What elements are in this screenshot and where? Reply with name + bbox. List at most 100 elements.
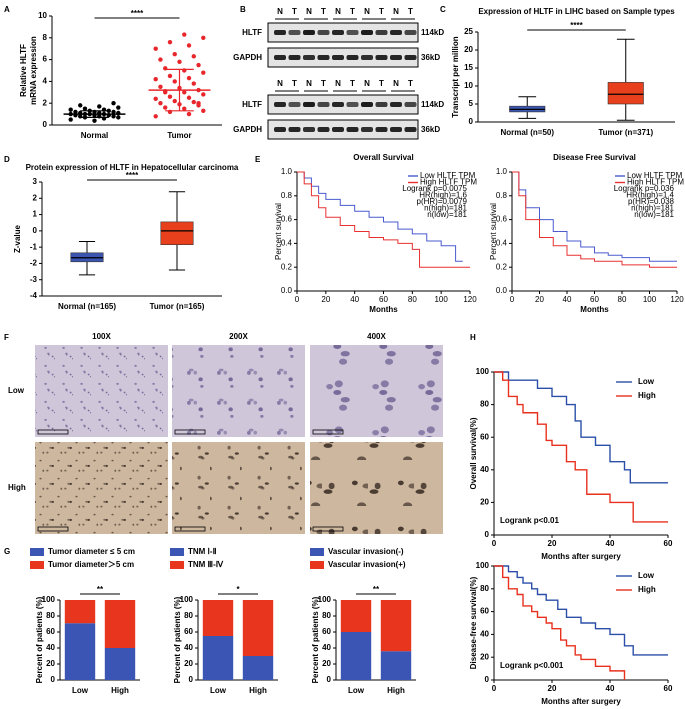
y-tick-label: 5 xyxy=(469,99,474,108)
data-point xyxy=(158,101,163,106)
blot-band xyxy=(361,102,373,107)
x-tick-label: 80 xyxy=(408,295,417,304)
blot-band xyxy=(346,127,359,132)
blot-band xyxy=(390,127,402,132)
lane-label: T xyxy=(408,79,413,88)
data-point xyxy=(153,77,158,82)
legend-swatch xyxy=(30,548,44,556)
x-tick-label: High xyxy=(387,686,405,695)
lane-label: T xyxy=(379,7,384,16)
legend-label: TNM Ⅲ-Ⅳ xyxy=(188,560,224,569)
y-axis-label: Overall survival(%) xyxy=(469,417,478,489)
x-tick-label: 60 xyxy=(664,539,673,548)
y-tick-label: 2 xyxy=(33,193,38,202)
y-tick-label: 60 xyxy=(322,627,331,636)
bar-segment xyxy=(380,600,412,652)
legend-label: Vascular invasion(-) xyxy=(328,547,404,556)
x-tick-label: High xyxy=(111,686,129,695)
annotation: Logrank p=0.036 xyxy=(614,184,675,193)
legend-label: Vascular invasion(+) xyxy=(328,560,406,569)
y-tick-label: 0 xyxy=(51,675,56,684)
x-tick-label: Tumor xyxy=(167,131,191,140)
data-point xyxy=(163,90,168,95)
blot-band xyxy=(375,102,388,107)
y-tick-label: 0.8 xyxy=(281,191,293,200)
data-point xyxy=(182,32,187,37)
bar-segment xyxy=(104,600,136,648)
data-point xyxy=(111,109,116,115)
y-tick-label: 1.0 xyxy=(496,167,508,176)
row-label: Low xyxy=(8,386,25,395)
bar-segment xyxy=(104,648,136,680)
y-tick-label: -1 xyxy=(30,242,38,251)
x-tick-label: 40 xyxy=(350,295,359,304)
legend-swatch xyxy=(170,561,184,569)
column-label: 100X xyxy=(92,332,111,341)
data-point xyxy=(191,54,196,59)
blot-band xyxy=(317,55,330,60)
data-point xyxy=(153,46,158,51)
panel-label: H xyxy=(470,333,476,342)
significance-label: **** xyxy=(126,171,139,180)
y-tick-label: 20 xyxy=(464,45,473,54)
annotation: p(HR)=0.0079 xyxy=(417,197,468,206)
legend-label: TNM Ⅰ-Ⅱ xyxy=(188,547,217,556)
lane-label: N xyxy=(277,7,283,16)
survival-curve xyxy=(494,565,626,680)
panel-label: F xyxy=(4,333,9,342)
data-point xyxy=(186,111,192,117)
x-tick-label: Tumor (n=165) xyxy=(150,302,205,311)
y-tick-label: 20 xyxy=(46,659,55,668)
lane-label: T xyxy=(321,79,326,88)
blot-band xyxy=(375,30,388,35)
bar-segment xyxy=(340,600,372,632)
y-tick-label: 60 xyxy=(480,432,489,441)
data-point xyxy=(172,98,177,104)
legend-label: High HLTF TPM xyxy=(627,178,684,187)
data-point xyxy=(182,90,187,95)
blot-band xyxy=(390,102,402,107)
data-point xyxy=(196,101,201,106)
x-tick-label: 0 xyxy=(510,295,515,304)
blot-band xyxy=(332,55,344,60)
x-tick-label: 20 xyxy=(535,295,544,304)
bar-segment xyxy=(242,656,274,680)
bar-segment xyxy=(202,600,234,636)
x-tick-label: Low xyxy=(72,686,89,695)
y-tick-label: 0 xyxy=(33,226,38,235)
data-point xyxy=(201,70,206,75)
blot-band xyxy=(404,127,417,132)
data-point xyxy=(116,115,121,120)
blot-band xyxy=(346,30,359,35)
blot-band xyxy=(361,127,373,132)
scale-bar xyxy=(174,429,206,435)
y-tick-label: -3 xyxy=(30,275,38,284)
blot-size-label: 36kD xyxy=(421,125,440,134)
x-tick-label: Normal (n=50) xyxy=(500,128,554,137)
blot-band xyxy=(303,30,315,35)
lane-label: T xyxy=(408,7,413,16)
data-point xyxy=(153,114,158,119)
scale-bar xyxy=(37,526,69,532)
blot-size-label: 114kD xyxy=(421,28,444,37)
lane-label: N xyxy=(364,7,370,16)
x-axis-label: Months after surgery xyxy=(541,697,621,706)
bar-segment xyxy=(64,623,96,680)
histology-image xyxy=(35,442,168,534)
blot-band xyxy=(303,102,315,107)
blot-band xyxy=(390,55,402,60)
y-tick-label: 1.0 xyxy=(281,167,293,176)
y-tick-label: 20 xyxy=(480,652,489,661)
column-label: 400X xyxy=(367,332,386,341)
significance-label: ** xyxy=(373,585,380,594)
x-tick-label: 0 xyxy=(492,684,497,693)
x-tick-label: 40 xyxy=(563,295,572,304)
blot-band xyxy=(361,55,373,60)
lane-label: T xyxy=(292,7,297,16)
blot-band xyxy=(332,102,344,107)
legend-label: Tumor diameter＞5 cm xyxy=(48,560,134,569)
y-tick-label: 40 xyxy=(480,465,489,474)
y-tick-label: -4 xyxy=(30,291,38,300)
y-tick-label: 4 xyxy=(43,77,48,86)
